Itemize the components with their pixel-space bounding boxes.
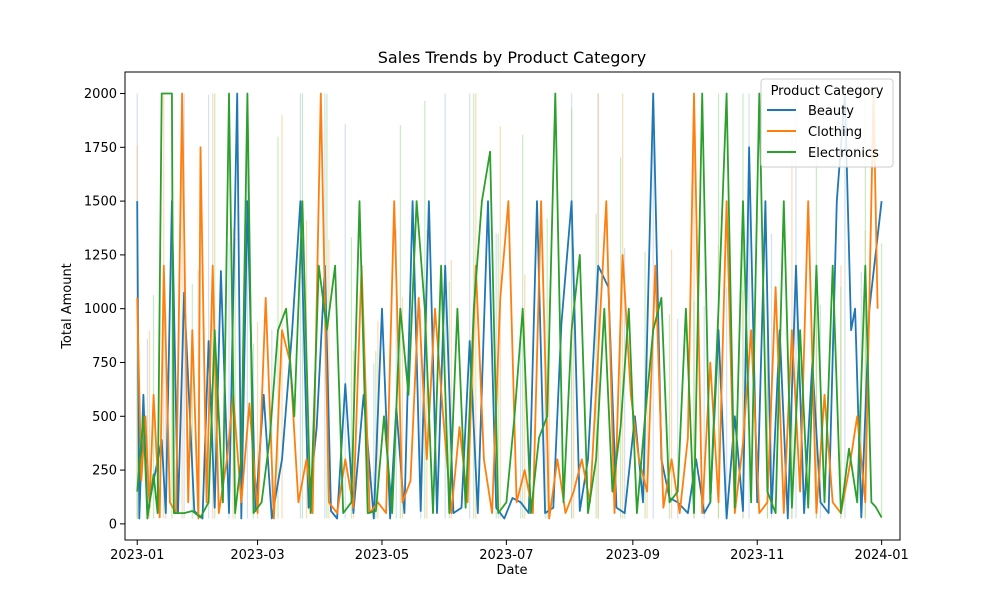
series-line-electronics	[136, 92, 883, 520]
legend-box	[760, 78, 894, 168]
legend-label-clothing: Clothing	[808, 125, 862, 140]
legend-label-electronics: Electronics	[808, 146, 879, 161]
x-tick-label: 2023-07	[479, 548, 533, 563]
chart-title: Sales Trends by Product Category	[378, 48, 647, 67]
series-lines	[136, 92, 883, 520]
y-tick-label: 1750	[84, 141, 117, 156]
y-tick-label: 1500	[84, 195, 117, 210]
x-tick-label: 2023-11	[730, 548, 784, 563]
y-tick-label: 500	[92, 410, 117, 425]
legend-title: Product Category	[771, 84, 884, 99]
y-axis-ticks: 0 250 500 750 1000 1250 1500 1750 2000	[84, 87, 125, 532]
x-tick-label: 2023-01	[110, 548, 164, 563]
y-tick-label: 1250	[84, 248, 117, 263]
y-tick-label: 2000	[84, 87, 117, 102]
y-tick-label: 250	[92, 464, 117, 479]
x-tick-label: 2023-05	[355, 548, 409, 563]
y-tick-label: 750	[92, 356, 117, 371]
x-axis-label: Date	[496, 563, 527, 578]
legend-label-beauty: Beauty	[808, 104, 854, 119]
x-tick-label: 2024-01	[854, 548, 908, 563]
y-tick-label: 0	[109, 517, 117, 532]
x-tick-label: 2023-03	[230, 548, 284, 563]
x-axis-ticks: 2023-01 2023-03 2023-05 2023-07 2023-09 2023-…	[110, 540, 909, 563]
series-line-clothing	[136, 92, 879, 520]
y-tick-label: 1000	[84, 302, 117, 317]
plot-frame	[124, 71, 901, 541]
legend-entries: Beauty Clothing Electronics	[767, 104, 879, 161]
legend: Product Category Beauty Clothing Electroni…	[760, 78, 894, 168]
x-tick-label: 2023-09	[606, 548, 660, 563]
y-axis-label: Total Amount	[60, 263, 75, 350]
series-line-beauty	[136, 92, 883, 520]
